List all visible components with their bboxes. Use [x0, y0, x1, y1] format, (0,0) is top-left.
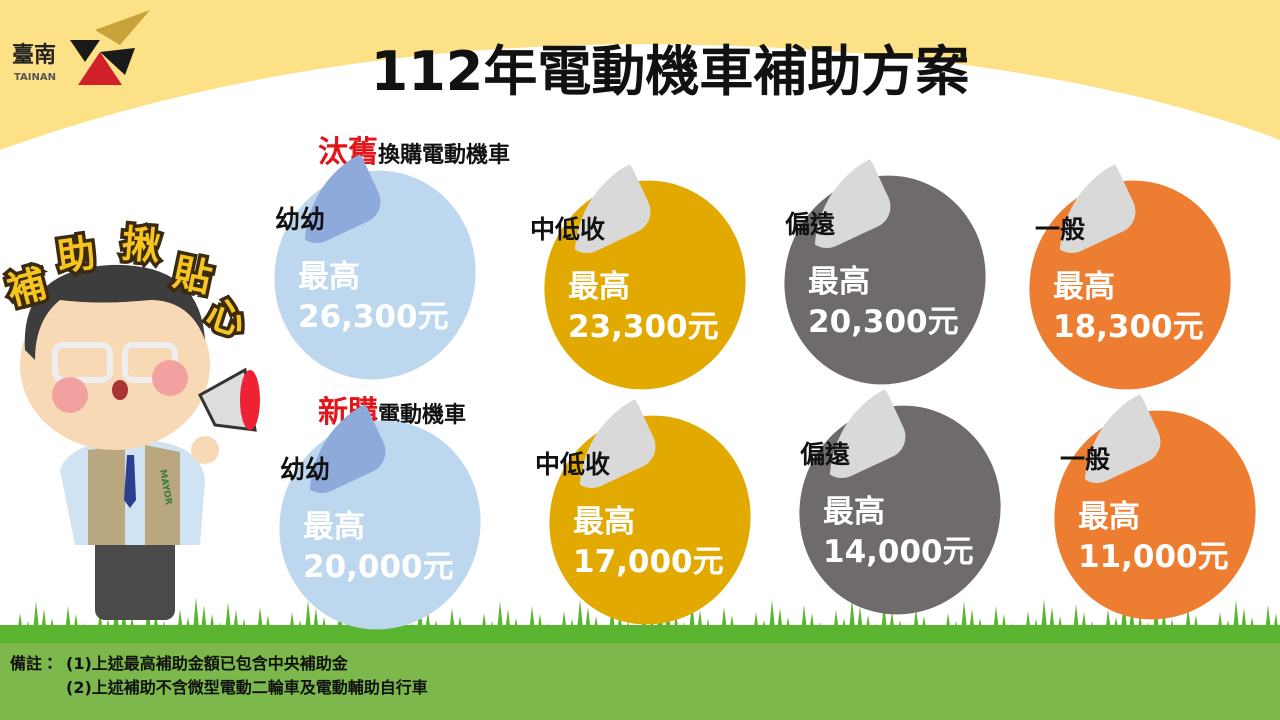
- logo-shape: [100, 48, 135, 75]
- card-prefix: 最高: [568, 269, 630, 305]
- footer-note: (1)上述最高補助金額已包含中央補助金: [66, 654, 349, 673]
- card-amount: 26,300元: [298, 299, 449, 335]
- slogan-char: 揪: [120, 221, 162, 268]
- card-prefix: 最高: [808, 264, 870, 300]
- logo: 臺南 TAINAN: [12, 10, 150, 85]
- logo-romanized: TAINAN: [14, 72, 56, 83]
- card-label: 一般: [1060, 445, 1110, 474]
- card-prefix: 最高: [1053, 269, 1115, 305]
- mascot: MAYOR: [20, 264, 260, 620]
- card-amount: 18,300元: [1053, 309, 1204, 345]
- card-prefix: 最高: [573, 504, 635, 540]
- logo-shape: [78, 52, 122, 85]
- grass-base: [0, 625, 1280, 645]
- slogan: 補助 揪貼心: [0, 218, 254, 348]
- card-label: 幼幼: [280, 455, 330, 484]
- megaphone-mouth: [240, 370, 260, 430]
- pants: [95, 530, 175, 620]
- tie: [124, 455, 136, 508]
- card-prefix: 最高: [1078, 499, 1140, 535]
- card-label: 幼幼: [275, 205, 325, 234]
- card-label: 中低收: [535, 450, 610, 479]
- card-amount: 20,000元: [303, 549, 454, 585]
- card-prefix: 最高: [303, 509, 365, 545]
- card-label: 偏遠: [800, 440, 851, 469]
- sections: 汰舊換購電動機車幼幼最高26,300元中低收最高23,300元偏遠最高20,30…: [274, 135, 1256, 630]
- slogan-char: 助: [54, 231, 98, 280]
- footer-note: (2)上述補助不含微型電動二輪車及電動輔助自行車: [66, 678, 428, 697]
- footer-label: 備註：: [10, 654, 58, 673]
- card-label: 偏遠: [785, 210, 836, 239]
- section-heading-text: 換購電動機車: [378, 142, 510, 168]
- logo-shape: [70, 40, 100, 62]
- glasses: [52, 342, 113, 383]
- logo-wing: [95, 10, 150, 45]
- hand: [191, 436, 219, 464]
- card-amount: 17,000元: [573, 544, 724, 580]
- footer-bar: [0, 643, 1280, 720]
- cheek: [52, 377, 88, 413]
- card-amount: 11,000元: [1078, 539, 1229, 575]
- card-amount: 14,000元: [823, 534, 974, 570]
- card-prefix: 最高: [298, 259, 360, 295]
- title: 112年電動機車補助方案: [371, 40, 970, 103]
- card-amount: 20,300元: [808, 304, 959, 340]
- card-amount: 23,300元: [568, 309, 719, 345]
- vest: [88, 445, 180, 545]
- logo-name: 臺南: [12, 43, 56, 68]
- card-prefix: 最高: [823, 494, 885, 530]
- cheek: [152, 360, 188, 396]
- card-label: 中低收: [530, 215, 605, 244]
- card-label: 一般: [1035, 215, 1085, 244]
- grass: [0, 597, 1280, 645]
- mouth: [112, 380, 128, 400]
- hair: [24, 264, 205, 360]
- megaphone: [198, 367, 257, 432]
